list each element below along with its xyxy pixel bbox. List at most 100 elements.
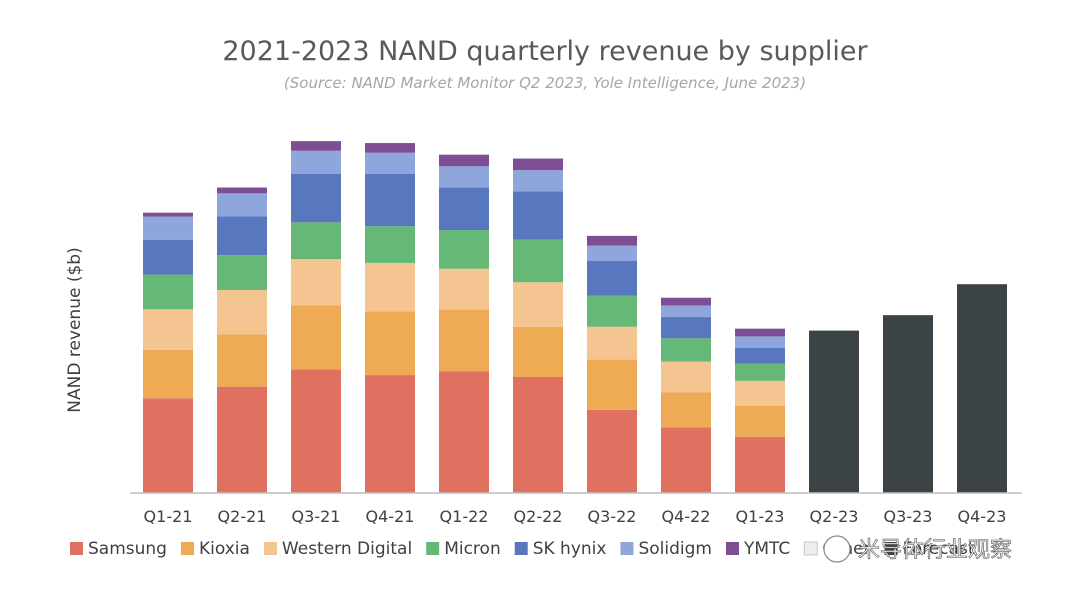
bar-q2-21-solidigm <box>217 193 267 217</box>
legend-swatch <box>263 542 277 555</box>
x-tick-label: Q2-21 <box>218 507 267 526</box>
bar-q1-23-sk-hynix <box>735 348 785 364</box>
bar-q2-21-samsung <box>217 386 267 493</box>
x-tick-label: Q1-23 <box>736 507 785 526</box>
bar-q2-21-western-digital <box>217 290 267 335</box>
x-tick-label: Q4-21 <box>366 507 415 526</box>
bar-q1-22-samsung <box>439 371 489 493</box>
bar-q3-22-micron <box>587 295 637 327</box>
bar-q3-21-ymtc <box>291 141 341 151</box>
bar-q3-22-solidigm <box>587 245 637 261</box>
bar-q1-21-sk-hynix <box>143 239 193 275</box>
bar-q4-22-western-digital <box>661 361 711 393</box>
wechat-icon <box>823 535 851 563</box>
legend-label: SK hynix <box>533 539 607 559</box>
bar-q4-21-kioxia <box>365 311 415 376</box>
bar-q3-21-western-digital <box>291 259 341 306</box>
bar-q1-23-western-digital <box>735 380 785 406</box>
bar-q2-21-micron <box>217 255 267 290</box>
legend-swatch <box>180 542 194 555</box>
x-tick-label: Q3-21 <box>292 507 341 526</box>
bar-q2-21-sk-hynix <box>217 216 267 256</box>
bar-q1-22-ymtc <box>439 154 489 167</box>
legend-label: Samsung <box>88 539 167 559</box>
bar-q3-22-sk-hynix <box>587 261 637 296</box>
bar-q2-22-sk-hynix <box>513 191 563 240</box>
x-tick-labels: Q1-21 Q2-21 Q3-21 Q4-21 Q1-22 Q2-22 Q3-22 Q4-22… <box>144 507 1007 526</box>
bar-q1-21-kioxia <box>143 349 193 399</box>
x-tick-label: Q2-22 <box>514 507 563 526</box>
bar-q1-21-solidigm <box>143 216 193 240</box>
bar-q3-22-western-digital <box>587 326 637 360</box>
bars-group <box>143 141 1007 493</box>
bar-q2-22-ymtc <box>513 158 563 171</box>
bar-q2-22-kioxia <box>513 326 563 377</box>
bar-q1-22-solidigm <box>439 166 489 188</box>
bar-q2-21-kioxia <box>217 334 267 387</box>
bar-q3-21-samsung <box>291 369 341 493</box>
watermark: 米导体行业观察 <box>823 535 1012 563</box>
legend-label: YMTC <box>743 539 790 559</box>
x-tick-label: Q4-23 <box>958 507 1007 526</box>
bar-q2-21-ymtc <box>217 187 267 194</box>
x-tick-label: Q2-23 <box>810 507 859 526</box>
bar-q4-22-samsung <box>661 427 711 493</box>
bar-q3-21-solidigm <box>291 150 341 174</box>
chart-title: 2021-2023 NAND quarterly revenue by supp… <box>222 36 868 67</box>
legend: Samsung Kioxia Western Digital Micron SK hyn… <box>70 539 975 559</box>
x-tick-label: Q4-22 <box>662 507 711 526</box>
bar-q4-22-solidigm <box>661 305 711 318</box>
bar-q4-21-micron <box>365 226 415 263</box>
bar-q3-21-micron <box>291 222 341 260</box>
legend-label: Solidigm <box>638 539 712 559</box>
x-tick-label: Q1-21 <box>144 507 193 526</box>
bar-q4-21-samsung <box>365 375 415 493</box>
bar-q4-22-kioxia <box>661 392 711 428</box>
x-tick-label: Q3-23 <box>884 507 933 526</box>
bar-q2-22-samsung <box>513 377 563 493</box>
x-tick-label: Q3-22 <box>588 507 637 526</box>
bar-q1-21-micron <box>143 274 193 310</box>
bar-q1-23-micron <box>735 363 785 381</box>
x-tick-label: Q1-22 <box>440 507 489 526</box>
bar-q1-23-solidigm <box>735 336 785 348</box>
bar-q4-22-sk-hynix <box>661 317 711 339</box>
bar-q1-21-western-digital <box>143 309 193 350</box>
legend-swatch <box>620 542 634 555</box>
legend-swatch <box>426 542 440 555</box>
bar-q4-21-western-digital <box>365 262 415 312</box>
legend-swatch <box>514 542 528 555</box>
bar-q1-22-sk-hynix <box>439 187 489 231</box>
bar-q2-22-western-digital <box>513 282 563 327</box>
bar-q3-22-kioxia <box>587 359 637 410</box>
bar-q1-23-ymtc <box>735 328 785 337</box>
legend-swatch <box>884 542 898 555</box>
legend-label: Forecast <box>903 539 975 559</box>
bar-q3-23-forecast <box>883 315 933 493</box>
bar-q4-21-solidigm <box>365 152 415 174</box>
bar-q1-23-samsung <box>735 436 785 493</box>
bar-q2-23-forecast <box>809 330 859 493</box>
bar-q3-21-kioxia <box>291 305 341 370</box>
bar-q3-21-sk-hynix <box>291 174 341 223</box>
bar-q2-22-solidigm <box>513 170 563 192</box>
bar-q1-21-samsung <box>143 398 193 493</box>
legend-swatch <box>725 542 739 555</box>
legend-swatch <box>70 542 83 555</box>
bar-q4-21-sk-hynix <box>365 174 415 227</box>
bar-q4-23-forecast <box>957 284 1007 493</box>
legend-swatch <box>803 541 818 556</box>
y-axis-label: NAND revenue ($b) <box>65 247 85 412</box>
bar-q4-21-ymtc <box>365 143 415 153</box>
bar-q1-22-kioxia <box>439 309 489 372</box>
bar-q4-22-ymtc <box>661 297 711 306</box>
legend-label: Kioxia <box>199 539 250 559</box>
bar-q4-22-micron <box>661 338 711 362</box>
bar-q3-22-ymtc <box>587 235 637 246</box>
legend-label: Micron <box>444 539 501 559</box>
legend-label: Western Digital <box>282 539 412 559</box>
bar-q3-22-samsung <box>587 409 637 493</box>
watermark-text: 米导体行业观察 <box>858 538 1012 563</box>
chart-subtitle: (Source: NAND Market Monitor Q2 2023, Yo… <box>284 74 806 92</box>
